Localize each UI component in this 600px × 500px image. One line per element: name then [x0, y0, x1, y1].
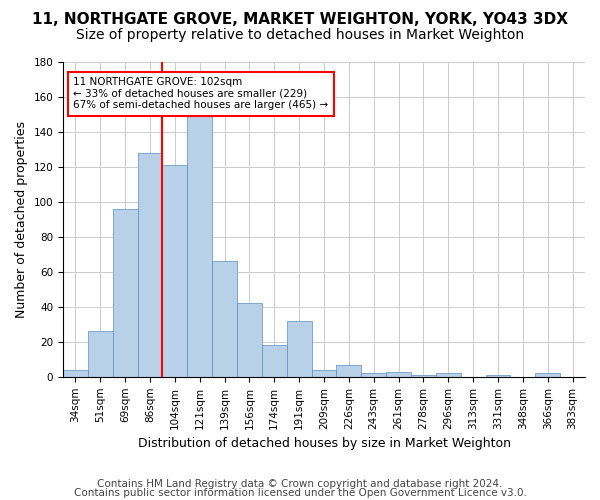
Y-axis label: Number of detached properties: Number of detached properties: [15, 120, 28, 318]
Bar: [163, 165, 187, 377]
Text: Size of property relative to detached houses in Market Weighton: Size of property relative to detached ho…: [76, 28, 524, 42]
Bar: [262, 346, 287, 377]
Bar: [311, 370, 337, 377]
Text: Contains public sector information licensed under the Open Government Licence v3: Contains public sector information licen…: [74, 488, 526, 498]
Bar: [137, 152, 163, 377]
Bar: [337, 364, 361, 377]
Text: 11, NORTHGATE GROVE, MARKET WEIGHTON, YORK, YO43 3DX: 11, NORTHGATE GROVE, MARKET WEIGHTON, YO…: [32, 12, 568, 28]
Bar: [361, 374, 386, 377]
Bar: [287, 321, 311, 377]
Bar: [63, 370, 88, 377]
Text: 11 NORTHGATE GROVE: 102sqm
← 33% of detached houses are smaller (229)
67% of sem: 11 NORTHGATE GROVE: 102sqm ← 33% of deta…: [73, 78, 329, 110]
Text: Contains HM Land Registry data © Crown copyright and database right 2024.: Contains HM Land Registry data © Crown c…: [97, 479, 503, 489]
Bar: [88, 332, 113, 377]
Bar: [535, 374, 560, 377]
Bar: [386, 372, 411, 377]
Bar: [113, 208, 137, 377]
Bar: [411, 375, 436, 377]
Bar: [212, 261, 237, 377]
Bar: [187, 110, 212, 377]
Bar: [485, 375, 511, 377]
Bar: [237, 303, 262, 377]
Bar: [436, 374, 461, 377]
X-axis label: Distribution of detached houses by size in Market Weighton: Distribution of detached houses by size …: [137, 437, 511, 450]
